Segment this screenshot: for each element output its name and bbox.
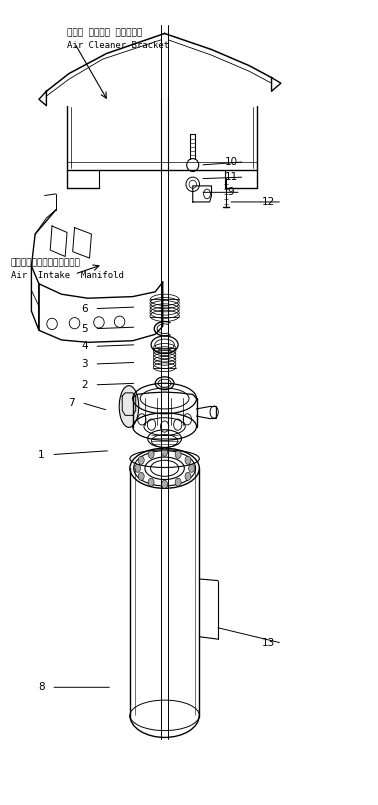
Ellipse shape	[185, 473, 191, 481]
Ellipse shape	[162, 448, 167, 456]
Ellipse shape	[175, 450, 181, 458]
Ellipse shape	[189, 464, 195, 473]
Ellipse shape	[148, 450, 154, 458]
Text: 12: 12	[262, 197, 275, 207]
Text: Air  Intake  Manifold: Air Intake Manifold	[11, 270, 124, 280]
Text: 4: 4	[81, 341, 88, 351]
Text: Air Cleaner Bracket: Air Cleaner Bracket	[67, 40, 169, 50]
Text: 3: 3	[81, 359, 88, 369]
Text: 6: 6	[81, 303, 88, 314]
Text: 13: 13	[262, 638, 275, 648]
Text: エアー クリーナ ブラケット: エアー クリーナ ブラケット	[67, 28, 142, 38]
Ellipse shape	[162, 481, 167, 489]
Text: 11: 11	[225, 172, 238, 182]
Text: 8: 8	[38, 683, 45, 692]
Text: エアーインテークマニホルド: エアーインテークマニホルド	[11, 258, 81, 268]
Text: 2: 2	[81, 380, 88, 390]
Text: 10: 10	[225, 157, 238, 167]
Text: 1: 1	[38, 450, 45, 460]
Ellipse shape	[135, 464, 141, 473]
Ellipse shape	[185, 456, 191, 464]
Ellipse shape	[148, 478, 154, 486]
Text: 7: 7	[68, 398, 74, 407]
Ellipse shape	[175, 478, 181, 486]
Text: 5: 5	[81, 324, 88, 334]
Ellipse shape	[138, 473, 144, 481]
Text: 9: 9	[228, 188, 234, 197]
Ellipse shape	[138, 456, 144, 464]
Circle shape	[119, 386, 139, 427]
